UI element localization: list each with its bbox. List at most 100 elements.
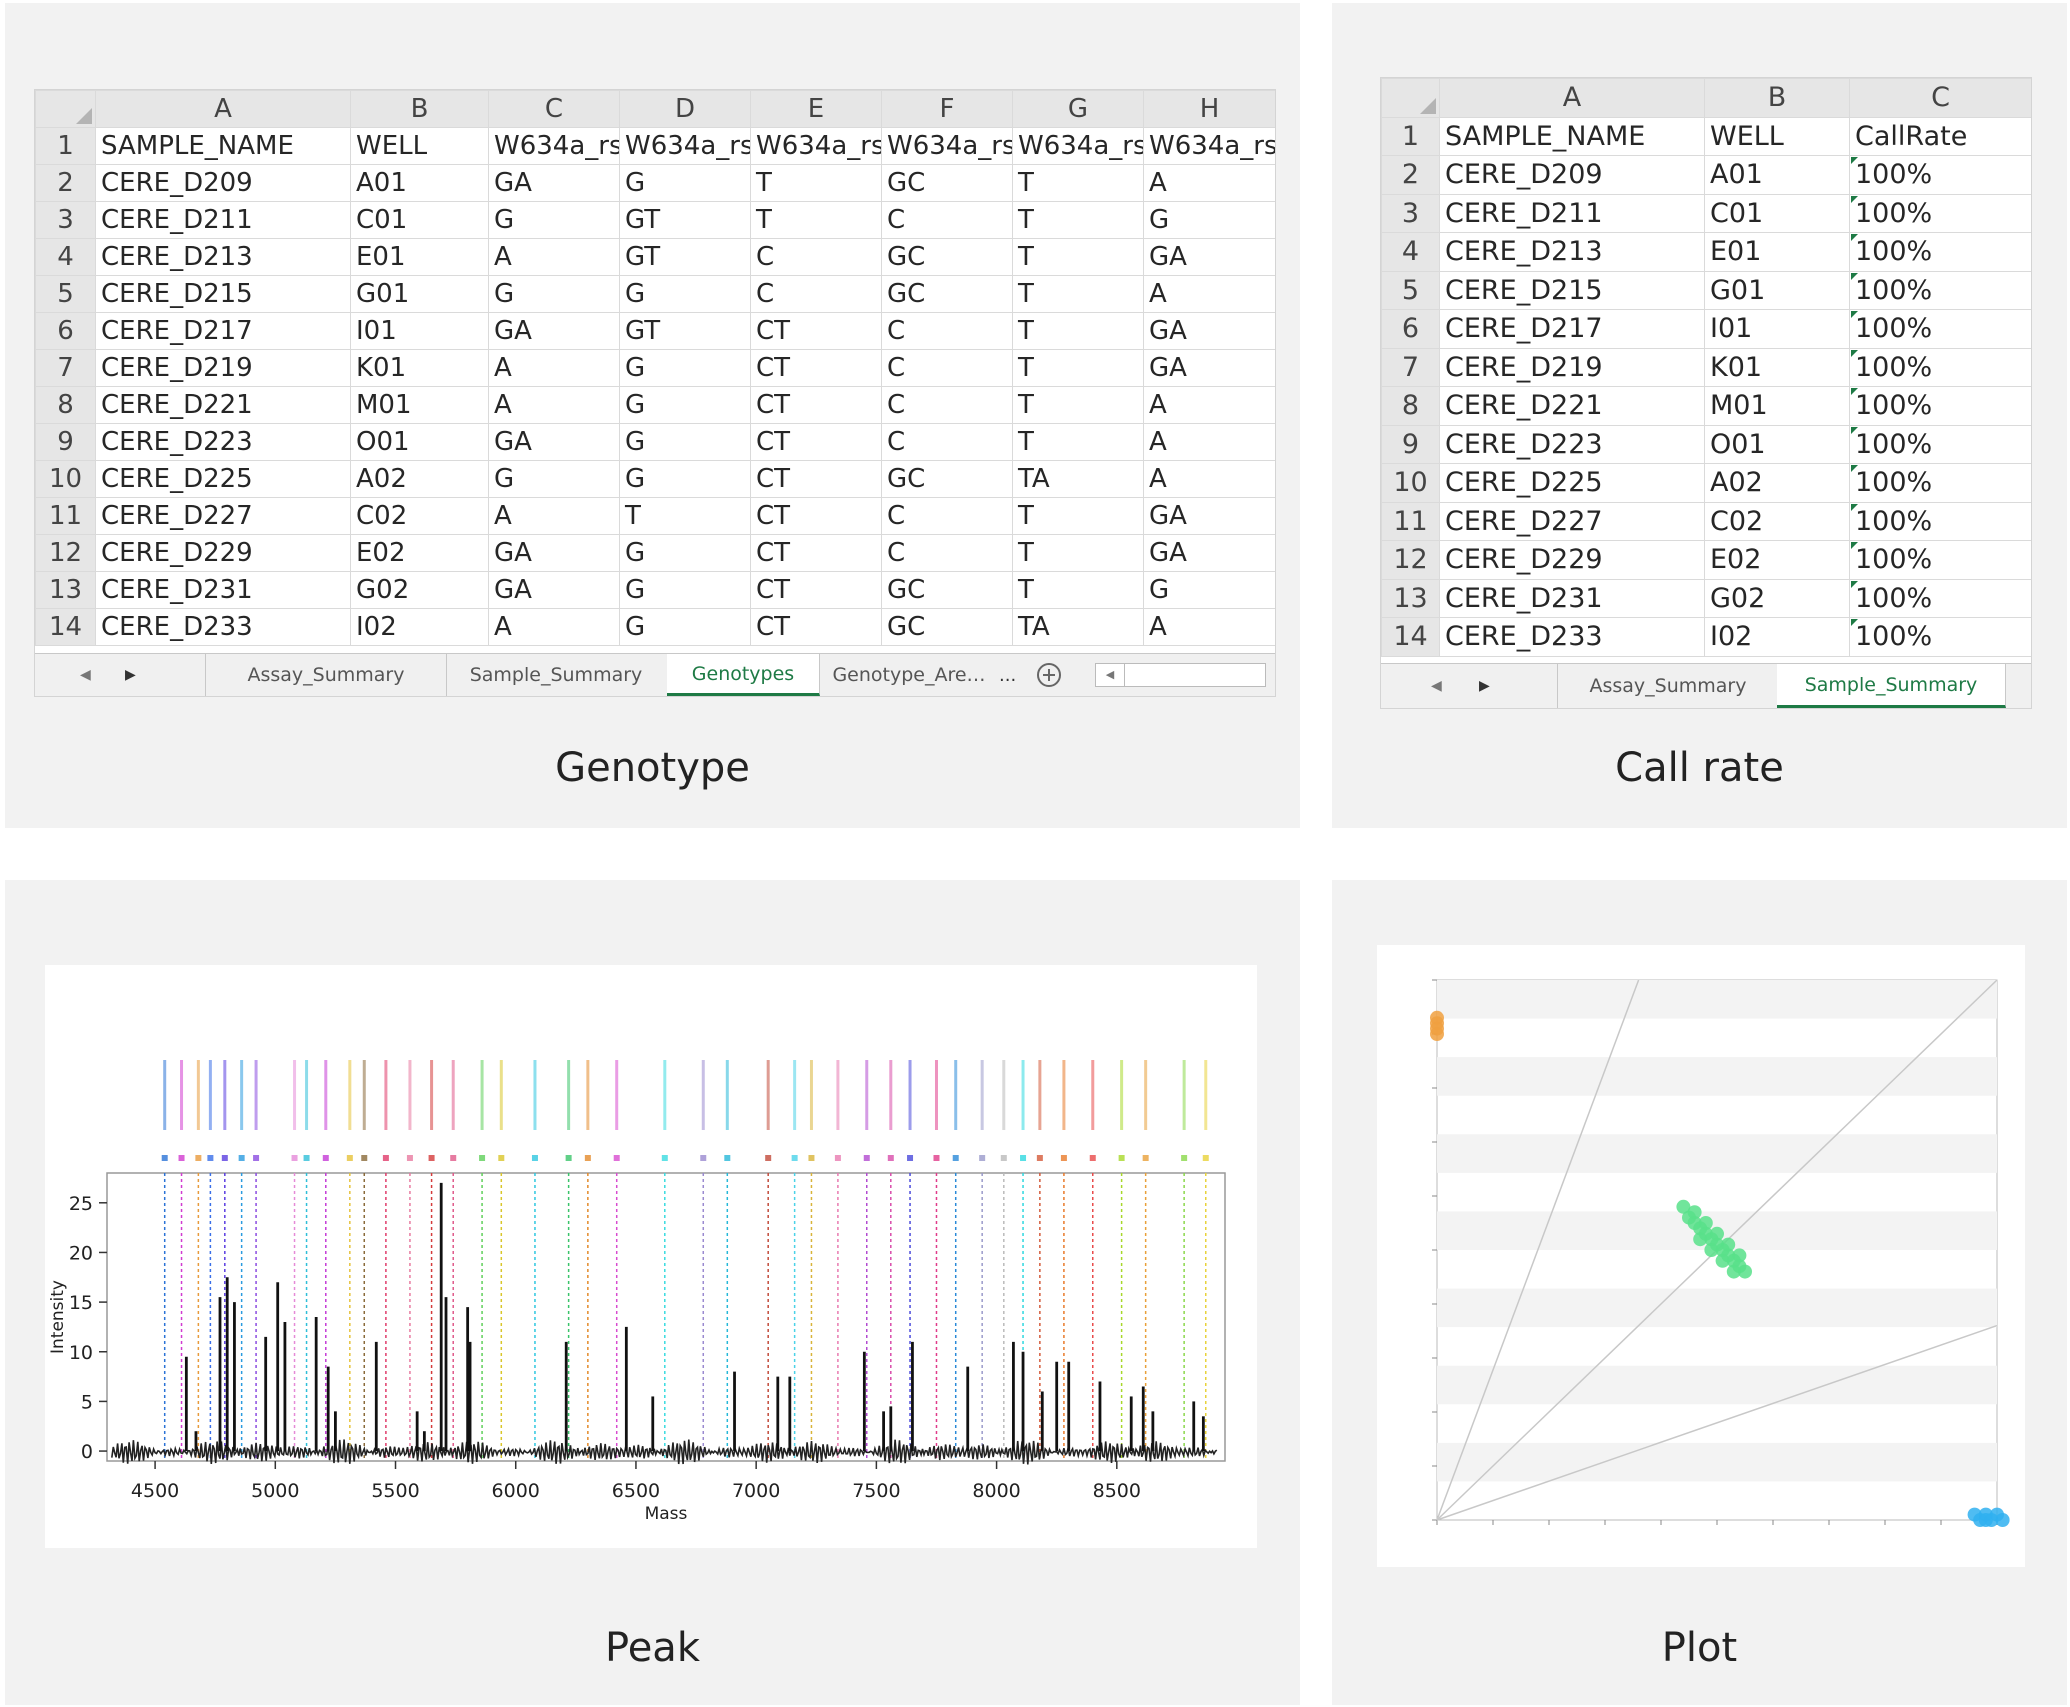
table-cell[interactable]: A	[1143, 608, 1275, 646]
table-cell[interactable]: GC	[881, 571, 1013, 609]
table-cell[interactable]: CERE_D225	[1439, 463, 1705, 503]
table-cell[interactable]: CERE_D221	[1439, 386, 1705, 426]
row-header[interactable]: 2	[35, 164, 96, 202]
table-cell[interactable]: A02	[350, 460, 489, 498]
table-cell[interactable]: A	[1143, 386, 1275, 424]
table-cell[interactable]: GT	[619, 201, 751, 239]
plus-circle-icon[interactable]	[1035, 654, 1063, 696]
table-cell[interactable]: GA	[1143, 238, 1275, 276]
table-cell[interactable]: CERE_D225	[95, 460, 351, 498]
table-cell[interactable]: G	[488, 460, 620, 498]
table-cell[interactable]: TA	[1012, 608, 1144, 646]
table-cell[interactable]: T	[750, 201, 882, 239]
table-cell[interactable]: T	[1012, 534, 1144, 572]
table-cell[interactable]: M01	[1704, 386, 1850, 426]
row-header[interactable]: 11	[35, 497, 96, 535]
table-cell[interactable]: CERE_D213	[1439, 232, 1705, 272]
row-header[interactable]: 9	[35, 423, 96, 461]
table-cell[interactable]: CT	[750, 534, 882, 572]
row-header[interactable]: 7	[1381, 347, 1440, 387]
table-cell[interactable]: G	[619, 275, 751, 313]
row-header[interactable]: 1	[35, 127, 96, 165]
table-cell[interactable]: G01	[1704, 270, 1850, 310]
row-header[interactable]: 12	[1381, 540, 1440, 580]
table-cell[interactable]: T	[619, 497, 751, 535]
table-cell[interactable]: G	[488, 201, 620, 239]
row-header[interactable]: 12	[35, 534, 96, 572]
row-header[interactable]: 9	[1381, 424, 1440, 464]
table-cell[interactable]: CERE_D227	[95, 497, 351, 535]
table-cell[interactable]: 100%	[1849, 270, 2031, 310]
row-header[interactable]: 13	[1381, 578, 1440, 618]
table-cell[interactable]: T	[750, 164, 882, 202]
table-cell[interactable]: CERE_D217	[95, 312, 351, 350]
table-cell[interactable]: A	[1143, 423, 1275, 461]
table-cell[interactable]: C	[881, 497, 1013, 535]
table-cell[interactable]: I01	[1704, 309, 1850, 349]
table-cell[interactable]: CERE_D211	[1439, 193, 1705, 233]
tab-genotypes[interactable]: Genotypes	[667, 654, 820, 696]
column-header[interactable]: E	[750, 90, 882, 128]
table-cell[interactable]: WELL	[350, 127, 489, 165]
table-cell[interactable]: CT	[750, 460, 882, 498]
table-cell[interactable]: CERE_D227	[1439, 501, 1705, 541]
table-cell[interactable]: K01	[350, 349, 489, 387]
table-cell[interactable]: G	[619, 534, 751, 572]
table-cell[interactable]: E02	[350, 534, 489, 572]
row-header[interactable]: 11	[1381, 501, 1440, 541]
table-cell[interactable]: 100%	[1849, 386, 2031, 426]
table-cell[interactable]: CERE_D211	[95, 201, 351, 239]
table-cell[interactable]: SAMPLE_NAME	[1439, 116, 1705, 156]
table-cell[interactable]: CT	[750, 312, 882, 350]
table-cell[interactable]: GA	[488, 571, 620, 609]
table-cell[interactable]: GA	[488, 423, 620, 461]
column-header[interactable]: A	[1439, 78, 1705, 118]
table-cell[interactable]: W634a_rs	[619, 127, 751, 165]
table-cell[interactable]: A01	[1704, 155, 1850, 195]
row-header[interactable]: 5	[1381, 270, 1440, 310]
tab-sample-summary[interactable]: Sample_Summary	[445, 654, 668, 696]
table-cell[interactable]: TA	[1012, 460, 1144, 498]
row-header[interactable]: 14	[1381, 617, 1440, 657]
table-cell[interactable]: C	[750, 238, 882, 276]
select-all-corner[interactable]	[1381, 78, 1440, 118]
table-cell[interactable]: T	[1012, 571, 1144, 609]
table-cell[interactable]: CERE_D219	[95, 349, 351, 387]
table-cell[interactable]: T	[1012, 275, 1144, 313]
table-cell[interactable]: 100%	[1849, 578, 2031, 618]
table-cell[interactable]: C01	[1704, 193, 1850, 233]
row-header[interactable]: 8	[1381, 386, 1440, 426]
table-cell[interactable]: C	[881, 349, 1013, 387]
table-cell[interactable]: A	[488, 238, 620, 276]
table-cell[interactable]: 100%	[1849, 501, 2031, 541]
table-cell[interactable]: A	[1143, 460, 1275, 498]
table-cell[interactable]: C	[881, 534, 1013, 572]
row-header[interactable]: 7	[35, 349, 96, 387]
table-cell[interactable]: CERE_D233	[95, 608, 351, 646]
table-cell[interactable]: GT	[619, 238, 751, 276]
table-cell[interactable]: CallRate	[1849, 116, 2031, 156]
table-cell[interactable]: GA	[1143, 534, 1275, 572]
column-header[interactable]: F	[881, 90, 1013, 128]
table-cell[interactable]: CERE_D215	[95, 275, 351, 313]
table-cell[interactable]: GA	[1143, 349, 1275, 387]
more-tabs-ellipsis[interactable]: ...	[999, 664, 1017, 686]
table-cell[interactable]: CERE_D219	[1439, 347, 1705, 387]
table-cell[interactable]: W634a_rs	[750, 127, 882, 165]
table-cell[interactable]: GC	[881, 164, 1013, 202]
row-header[interactable]: 5	[35, 275, 96, 313]
table-cell[interactable]: CERE_D209	[1439, 155, 1705, 195]
table-cell[interactable]: GA	[488, 534, 620, 572]
table-cell[interactable]: CERE_D217	[1439, 309, 1705, 349]
table-cell[interactable]: 100%	[1849, 232, 2031, 272]
table-cell[interactable]: CERE_D223	[1439, 424, 1705, 464]
column-header[interactable]: B	[1704, 78, 1850, 118]
table-cell[interactable]: CT	[750, 386, 882, 424]
table-cell[interactable]: G	[619, 164, 751, 202]
table-cell[interactable]: 100%	[1849, 424, 2031, 464]
table-cell[interactable]: C	[750, 275, 882, 313]
table-cell[interactable]: GC	[881, 608, 1013, 646]
table-cell[interactable]: C02	[1704, 501, 1850, 541]
table-cell[interactable]: C02	[350, 497, 489, 535]
table-cell[interactable]: A	[488, 608, 620, 646]
